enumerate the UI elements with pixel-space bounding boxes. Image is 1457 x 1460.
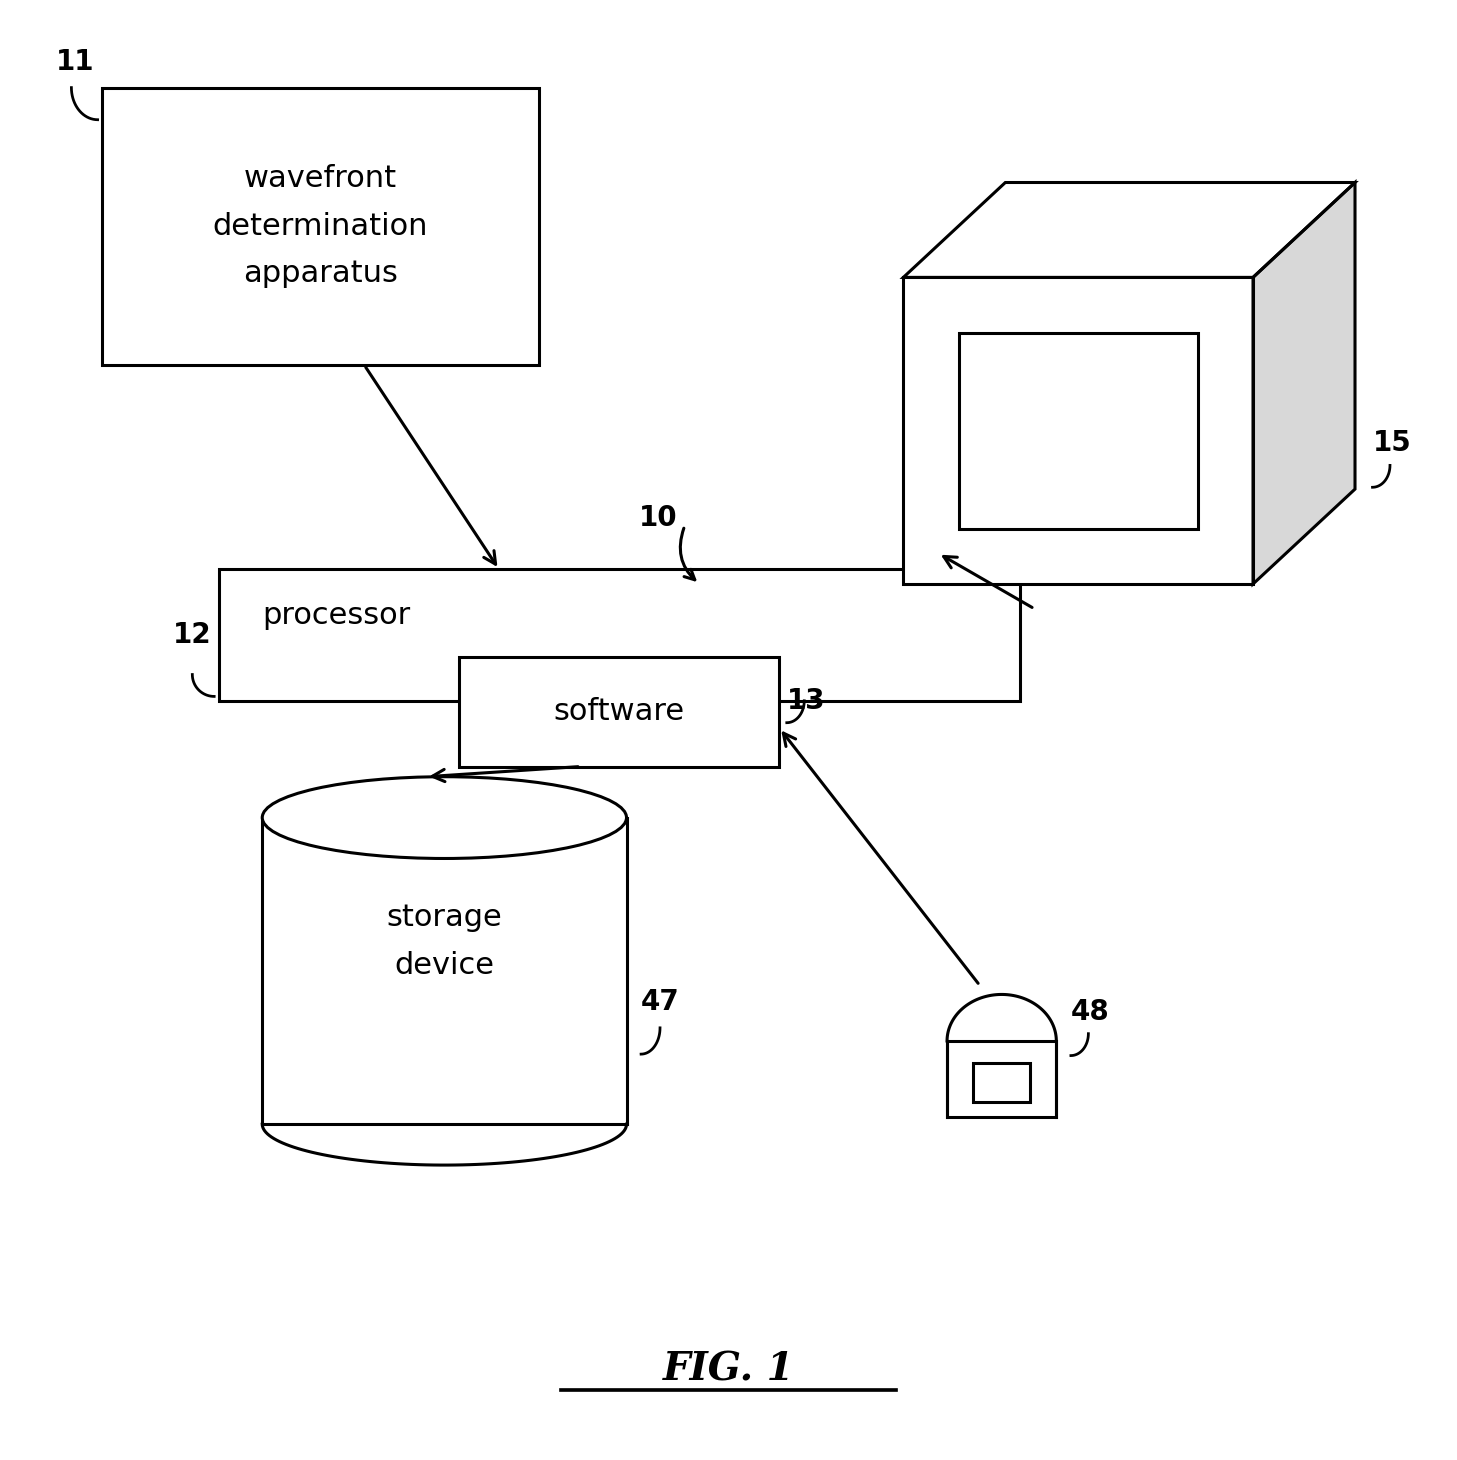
Polygon shape: [1253, 182, 1355, 584]
Text: FIG. 1: FIG. 1: [663, 1350, 794, 1388]
Bar: [947, 1041, 1056, 1117]
Text: 15: 15: [1372, 429, 1412, 457]
Polygon shape: [903, 277, 1253, 584]
Text: 11: 11: [57, 48, 95, 76]
Polygon shape: [903, 182, 1355, 277]
Ellipse shape: [262, 777, 627, 858]
Text: processor: processor: [262, 602, 411, 629]
Text: 10: 10: [638, 504, 678, 533]
Bar: [219, 569, 1020, 701]
Text: 48: 48: [1071, 997, 1110, 1026]
Text: 13: 13: [787, 686, 826, 715]
Polygon shape: [947, 994, 1056, 1041]
Text: software: software: [554, 698, 685, 726]
Text: wavefront
determination
apparatus: wavefront determination apparatus: [213, 165, 428, 288]
Bar: [102, 88, 539, 365]
Text: storage
device: storage device: [386, 904, 503, 980]
Text: 47: 47: [641, 987, 680, 1016]
Bar: [459, 657, 779, 766]
Text: 12: 12: [172, 620, 211, 650]
Bar: [973, 1063, 1030, 1102]
Polygon shape: [959, 333, 1198, 529]
Bar: [262, 818, 627, 1124]
